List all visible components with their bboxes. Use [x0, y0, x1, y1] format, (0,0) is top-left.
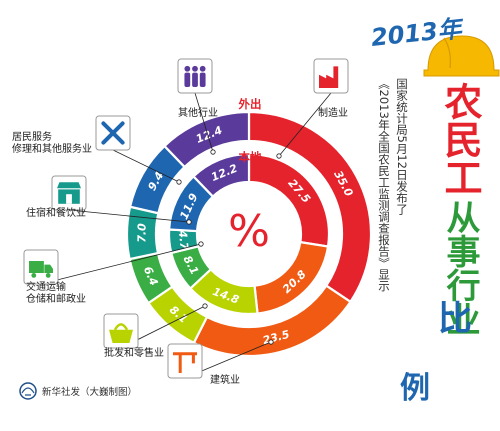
basket-icon	[103, 313, 139, 349]
title-word: 农民工	[438, 82, 482, 196]
category-label-6: 居民服务	[12, 130, 52, 143]
leader-line-4	[40, 243, 202, 285]
factory-icon	[313, 58, 349, 94]
leader-line-1	[278, 92, 332, 157]
leader-line-6	[112, 149, 180, 183]
leader-dot-2	[268, 339, 274, 345]
title-group: 2013年 农民工 从事行业 比 例 国家统计局5月12日发布了 《2013年全…	[370, 14, 500, 406]
ring-outer-label: 外出	[238, 97, 262, 111]
shop-icon	[51, 175, 87, 211]
truck-icon	[23, 249, 59, 285]
value-label-inner-5: 4.7	[176, 229, 191, 251]
xinhua-logo-icon	[19, 382, 37, 400]
tools-icon	[95, 115, 131, 151]
subtitle-line1: 国家统计局5月12日发布了	[395, 78, 409, 215]
subtitle-line2: 《2013年全国农民工监测调查报告》显示	[377, 78, 391, 291]
value-label-outer-5: 7.0	[135, 223, 148, 243]
category-label-4: 交通运输	[26, 280, 66, 293]
leader-dot-6	[176, 179, 182, 185]
segment-outer-7	[162, 110, 251, 169]
leader-dot-3	[202, 303, 208, 309]
title-last2: 例	[400, 371, 430, 406]
category-label-3: 批发和零售业	[104, 346, 164, 359]
category-label-5: 住宿和餐饮业	[26, 206, 86, 219]
leader-line-5	[68, 209, 190, 223]
leader-dot-4	[198, 241, 204, 247]
category-label-7: 其他行业	[178, 106, 218, 119]
leader-dot-7	[210, 149, 216, 155]
credit-text: 新华社发（大巍制图）	[42, 386, 137, 398]
credit-group: 新华社发（大巍制图）	[19, 382, 137, 400]
leader-line-7	[194, 92, 214, 153]
category-label-4-line2: 仓储和邮政业	[26, 292, 86, 305]
ring-inner-label: 本地	[239, 150, 262, 164]
leader-dot-1	[276, 153, 282, 159]
category-label-2: 建筑业	[210, 373, 240, 386]
center-percent-symbol: %	[228, 206, 270, 257]
leader-dot-5	[186, 219, 192, 225]
title-last: 比	[438, 299, 472, 339]
title-rest: 从事行业	[440, 200, 480, 336]
rings-group: 35.023.58.16.47.09.412.427.520.814.88.14…	[125, 110, 373, 358]
people-icon	[177, 58, 213, 94]
segment-inner-7	[191, 152, 251, 199]
category-label-1: 制造业	[318, 106, 348, 119]
helmet-icon	[423, 35, 500, 77]
category-label-6-line2: 修理和其他服务业	[12, 142, 92, 155]
crane-icon	[167, 343, 203, 379]
